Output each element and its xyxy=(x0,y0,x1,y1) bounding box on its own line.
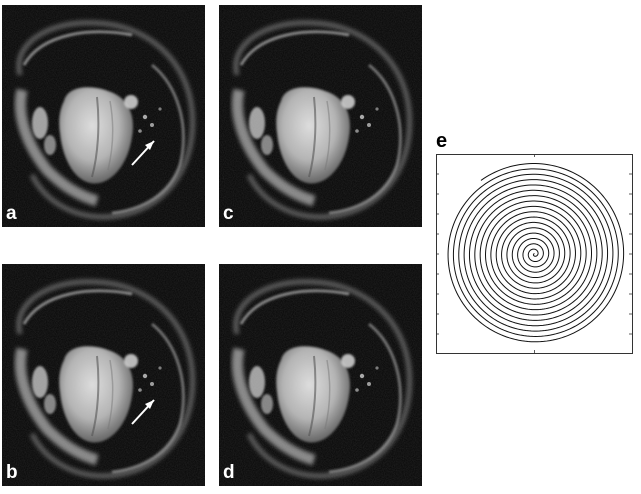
spiral-svg xyxy=(436,154,633,354)
spiral-trajectory-plot xyxy=(436,154,633,354)
plot-ticks xyxy=(436,154,632,354)
mri-image-c xyxy=(219,5,422,227)
mri-panel-c: c xyxy=(219,5,422,227)
arrow-icon xyxy=(131,140,155,166)
mri-panel-b: b xyxy=(2,264,205,486)
panel-label-d: d xyxy=(223,462,235,483)
mri-image-d xyxy=(219,264,422,486)
spiral-curve xyxy=(447,163,625,343)
mri-panel-a: a xyxy=(2,5,205,227)
panel-label-a: a xyxy=(6,203,17,224)
mri-image-a xyxy=(2,5,205,227)
mri-panel-d: d xyxy=(219,264,422,486)
panel-label-b: b xyxy=(6,462,18,483)
panel-label-e: e xyxy=(436,130,448,152)
mri-image-b xyxy=(2,264,205,486)
arrow-icon xyxy=(131,399,155,425)
panel-label-c: c xyxy=(223,203,234,224)
